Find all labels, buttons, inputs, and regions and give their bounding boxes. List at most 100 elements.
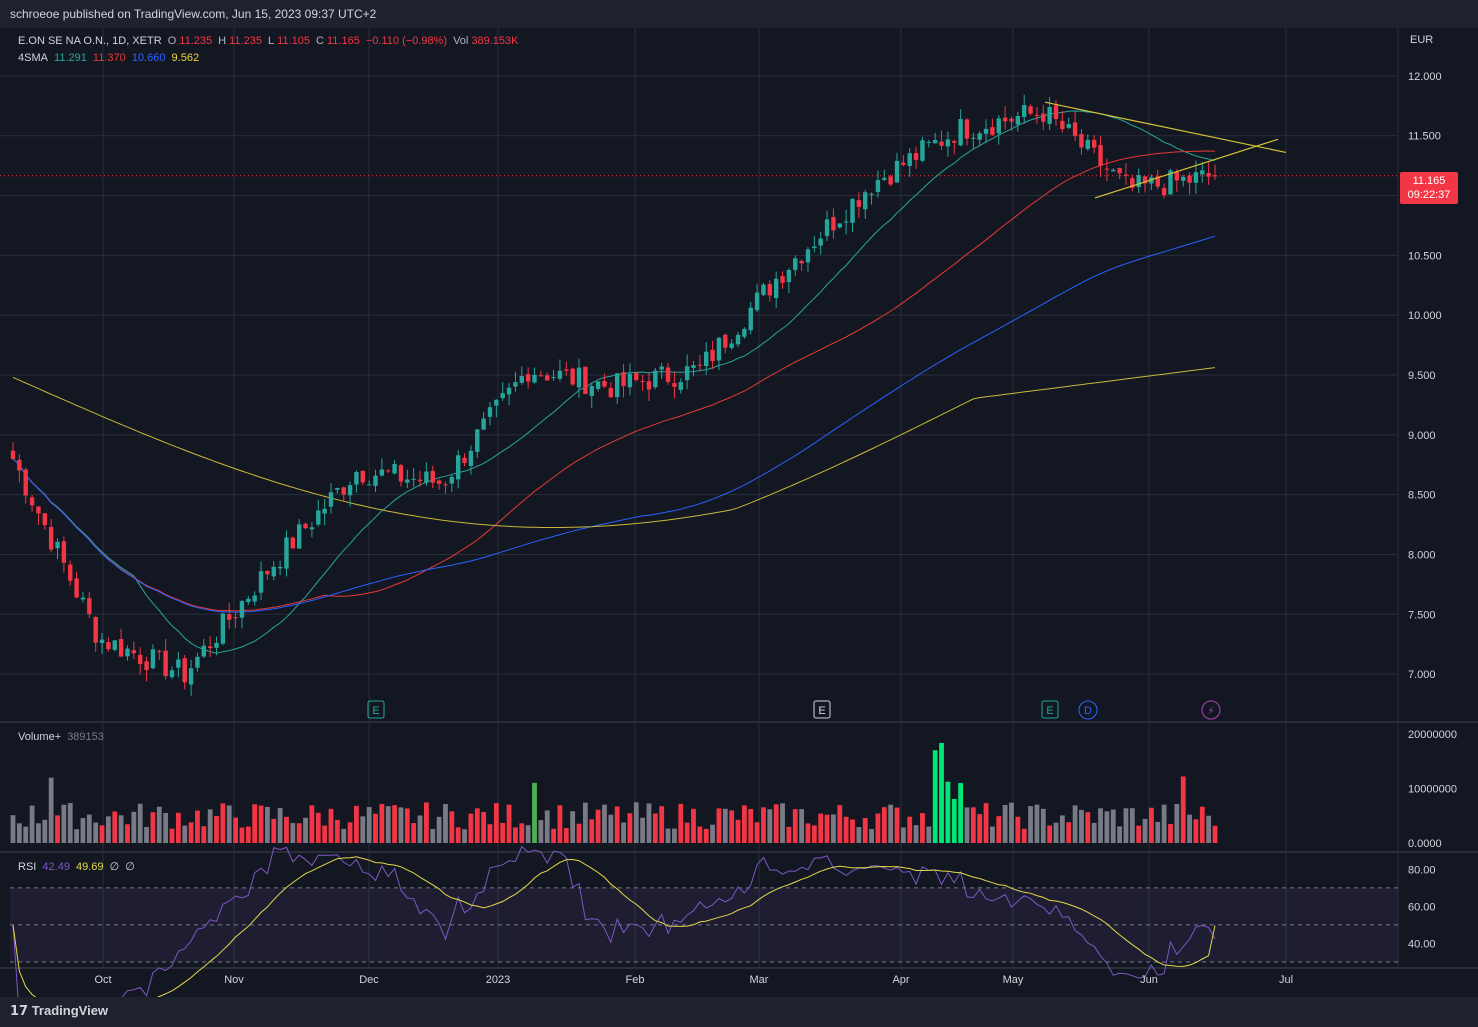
candle-body: [373, 475, 378, 486]
volume-bar: [1021, 828, 1027, 843]
candle-body: [665, 367, 671, 382]
volume-bar: [1009, 802, 1014, 843]
symbol-text[interactable]: E.ON SE NA O.N., 1D, XETR: [18, 35, 162, 47]
candle-body: [939, 141, 944, 146]
earnings-marker-label: E: [818, 705, 825, 717]
sma-legend[interactable]: 4SMA 11.291 11.370 10.660 9.562: [18, 52, 202, 64]
volume-bar: [449, 811, 455, 843]
volume-bar: [926, 826, 932, 843]
tradingview-logo[interactable]: 𝟭𝟳 TradingView: [10, 1003, 108, 1019]
candle-body: [258, 571, 264, 593]
volume-bar: [824, 814, 830, 843]
sma2-value: 11.370: [92, 52, 126, 64]
candle-body: [157, 651, 162, 653]
candle-body: [468, 450, 474, 466]
candle-body: [379, 469, 385, 476]
candle-body: [68, 564, 73, 581]
volume-bar: [1212, 825, 1218, 843]
sma1-value: 11.291: [54, 52, 87, 64]
volume-bar: [182, 825, 188, 843]
volume-bar: [900, 827, 906, 843]
volume-bar: [80, 818, 86, 843]
candle-body: [818, 238, 823, 246]
vol-label: Vol: [453, 35, 469, 47]
rsi-empty-2: ∅: [125, 861, 135, 873]
volume-bar: [86, 814, 92, 843]
price-tick-label: 11.500: [1408, 131, 1441, 143]
volume-bar: [932, 750, 938, 843]
candle-body: [646, 381, 652, 390]
candle-body: [430, 470, 435, 483]
candle-body: [1206, 173, 1211, 177]
earnings-marker: [367, 700, 385, 719]
candle-body: [589, 386, 594, 396]
candle-body: [525, 374, 531, 382]
candle-body: [1181, 176, 1186, 181]
volume-bar: [544, 810, 550, 843]
change-value: −0.110 (−0.98%): [365, 35, 448, 47]
volume-bar: [1085, 812, 1091, 843]
volume-bar: [1174, 803, 1180, 843]
sma-line-1: [12, 110, 1216, 654]
candle-body: [386, 470, 391, 472]
volume-bar: [532, 782, 537, 843]
volume-bar: [754, 822, 760, 843]
volume-bar: [61, 804, 67, 843]
volume-bar: [131, 811, 137, 843]
volume-bar: [1193, 819, 1199, 843]
volume-legend[interactable]: Volume+ 389153: [18, 731, 107, 743]
volume-bar: [856, 827, 862, 843]
volume-bar: [1142, 818, 1148, 843]
candle-body: [239, 601, 245, 618]
candle-body: [87, 598, 92, 615]
candle-body: [290, 537, 296, 549]
volume-tick-label: 20000000: [1408, 729, 1457, 741]
volume-bar: [945, 781, 951, 843]
time-tick-label: Apr: [892, 974, 909, 986]
candle-body: [341, 487, 346, 495]
volume-bar: [201, 826, 207, 843]
high-label: H: [218, 35, 227, 47]
volume-bar: [1117, 826, 1123, 843]
candle-body: [360, 470, 365, 483]
sma3-value: 10.660: [131, 52, 166, 64]
candle-body: [742, 328, 747, 337]
candle-body: [144, 661, 149, 671]
candle-body: [1187, 175, 1192, 183]
volume-bar: [474, 808, 480, 843]
volume-bar: [112, 811, 118, 843]
volume-bar: [366, 807, 372, 843]
volume-bar: [462, 829, 467, 843]
candle-body: [958, 119, 963, 146]
volume-bar: [169, 828, 175, 843]
volume-bar: [347, 822, 353, 843]
volume-bar: [309, 805, 315, 843]
price-tick-label: 9.500: [1408, 370, 1436, 382]
candle-body: [1161, 188, 1167, 196]
volume-bar: [920, 813, 925, 843]
candle-body: [888, 176, 893, 185]
candle-body: [1041, 113, 1046, 122]
volume-bar: [831, 814, 836, 843]
rsi-legend[interactable]: RSI 42.49 49.69 ∅ ∅: [18, 860, 138, 873]
volume-bar: [195, 810, 200, 843]
candle-body: [786, 270, 792, 283]
volume-bar: [799, 809, 805, 843]
candle-body: [564, 369, 569, 371]
volume-bar: [398, 807, 404, 843]
volume-bar: [614, 806, 620, 843]
last-price-badge: 11.165 09:22:37: [1400, 172, 1458, 204]
currency-label: EUR: [1410, 34, 1434, 46]
volume-bar: [303, 817, 308, 843]
time-tick-label: Nov: [224, 974, 244, 986]
volume-bar: [1040, 808, 1046, 843]
candle-body: [227, 614, 232, 620]
volume-bar: [850, 819, 855, 843]
volume-bar: [907, 816, 913, 843]
volume-bar: [589, 819, 595, 843]
volume-bar: [411, 823, 417, 843]
publish-bar: schroeoe published on TradingView.com, J…: [0, 0, 1478, 28]
volume-bar: [175, 812, 181, 843]
time-tick-label: Jun: [1140, 974, 1158, 986]
